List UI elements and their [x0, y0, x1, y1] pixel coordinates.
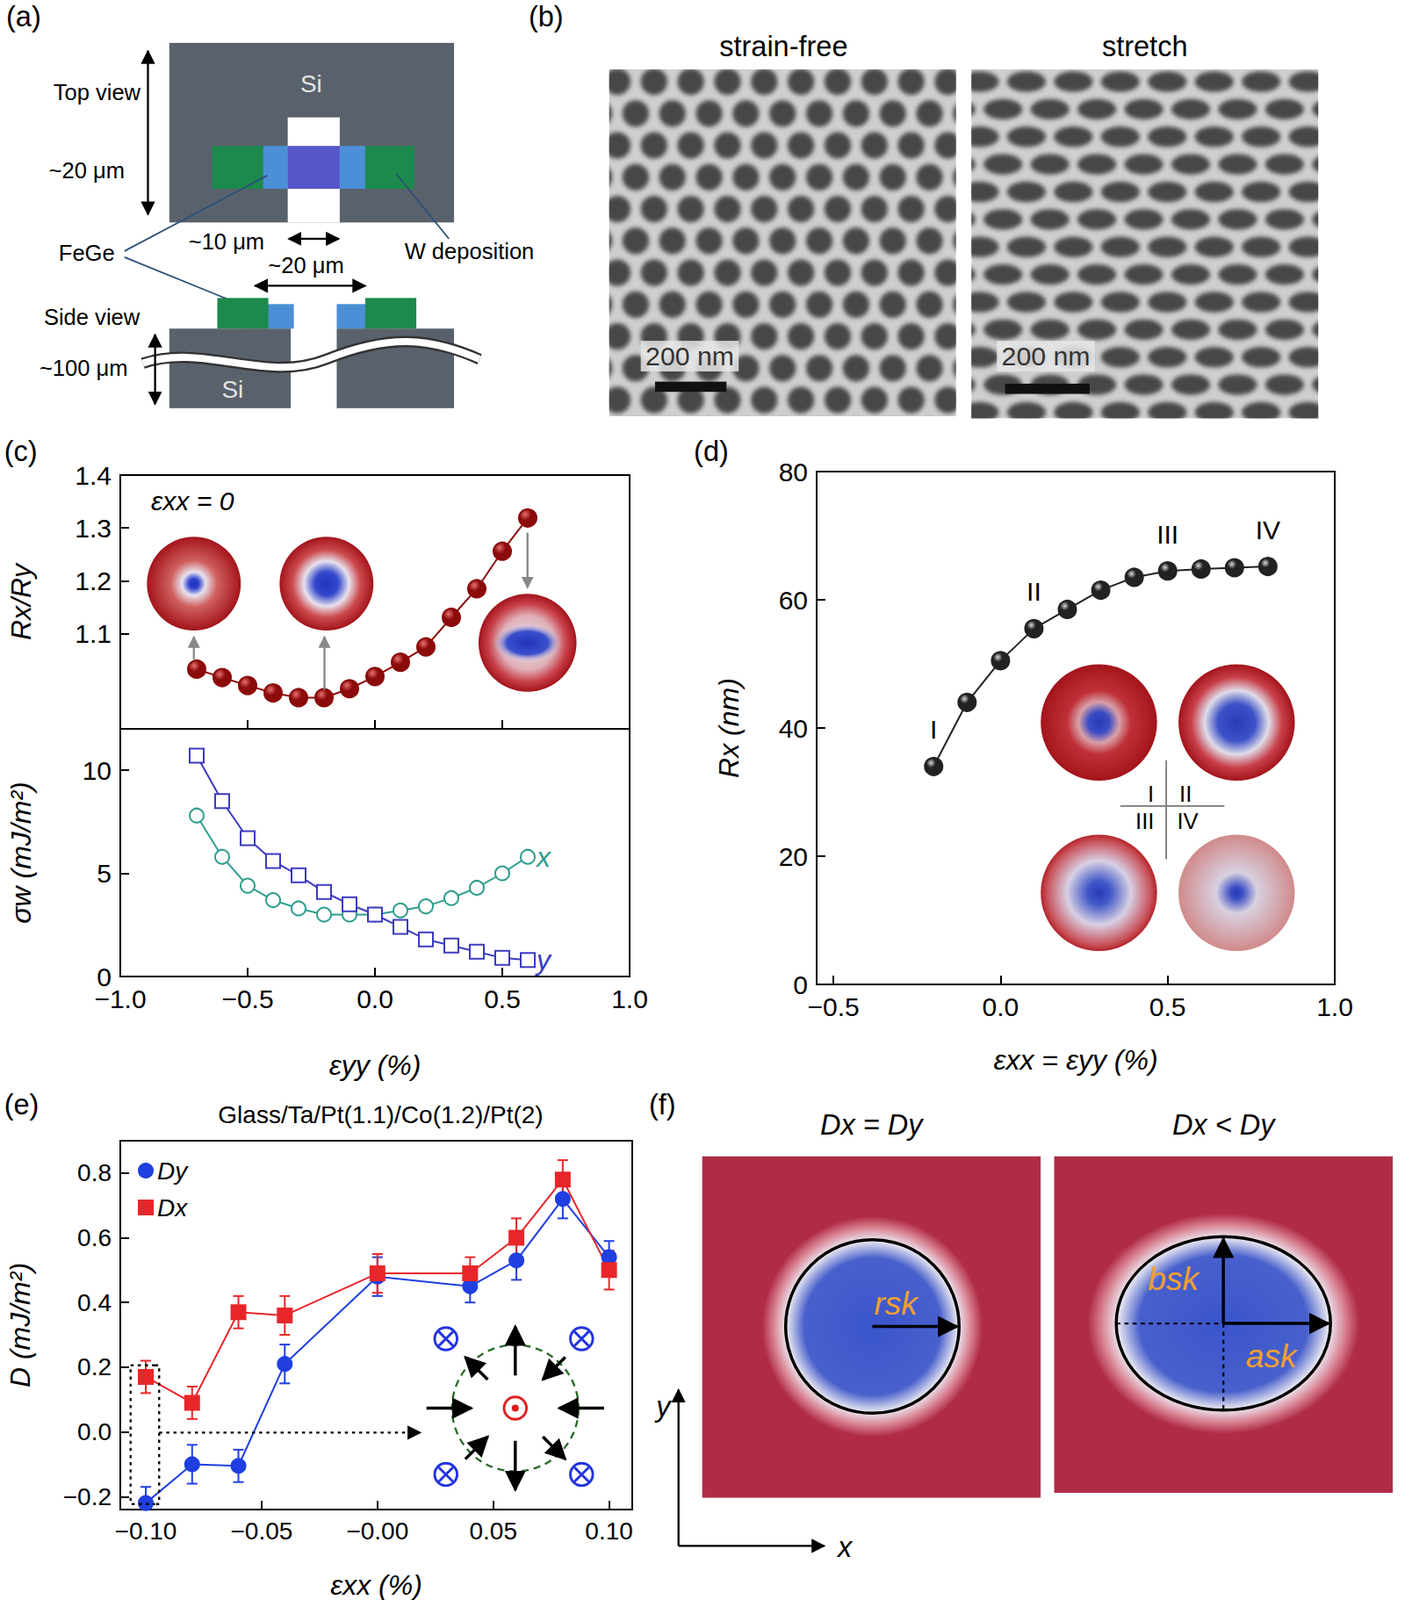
svg-text:40: 40 [778, 713, 808, 743]
svg-text:0.0: 0.0 [77, 1418, 112, 1446]
svg-text:~100 μm: ~100 μm [39, 355, 129, 381]
svg-text:rsk: rsk [873, 1284, 920, 1322]
svg-text:(f): (f) [648, 1088, 677, 1121]
svg-text:0.05: 0.05 [468, 1517, 518, 1545]
svg-text:−1.0: −1.0 [93, 984, 146, 1014]
svg-text:0.10: 0.10 [584, 1517, 634, 1545]
svg-text:stretch: stretch [1102, 30, 1189, 63]
svg-text:Rx (nm): Rx (nm) [713, 677, 745, 779]
svg-text:1.3: 1.3 [74, 513, 112, 543]
svg-text:Si: Si [300, 70, 323, 98]
svg-text:−0.00: −0.00 [345, 1517, 409, 1545]
svg-text:80: 80 [778, 457, 808, 487]
svg-text:I: I [929, 714, 937, 744]
svg-text:−0.2: −0.2 [63, 1483, 112, 1511]
svg-text:200 nm: 200 nm [1001, 341, 1091, 371]
svg-text:Top view: Top view [53, 79, 142, 105]
svg-text:0.5: 0.5 [1149, 992, 1187, 1022]
svg-text:(e): (e) [4, 1088, 40, 1121]
svg-text:0.6: 0.6 [77, 1224, 112, 1252]
svg-text:y: y [534, 943, 553, 976]
svg-text:−0.05: −0.05 [230, 1517, 293, 1545]
svg-text:1.2: 1.2 [74, 566, 112, 596]
svg-text:200 nm: 200 nm [645, 341, 735, 371]
svg-text:0.0: 0.0 [981, 992, 1019, 1022]
svg-text:~10 μm: ~10 μm [188, 229, 265, 254]
svg-text:σw (mJ/m²): σw (mJ/m²) [5, 781, 37, 923]
svg-text:FeGe: FeGe [58, 240, 116, 266]
svg-text:0: 0 [96, 961, 112, 991]
svg-text:0.4: 0.4 [77, 1289, 112, 1317]
svg-text:III: III [1135, 808, 1154, 834]
svg-text:20: 20 [778, 842, 808, 872]
svg-text:ask: ask [1246, 1337, 1299, 1375]
svg-text:Dx = Dy: Dx = Dy [820, 1109, 924, 1141]
svg-text:IV: IV [1255, 515, 1281, 545]
svg-text:Dx < Dy: Dx < Dy [1172, 1109, 1276, 1141]
svg-text:0.8: 0.8 [77, 1159, 112, 1187]
svg-text:I: I [1147, 781, 1154, 807]
svg-text:~20 μm: ~20 μm [267, 252, 344, 278]
svg-text:εyy (%): εyy (%) [329, 1049, 422, 1081]
svg-text:strain-free: strain-free [719, 30, 848, 63]
svg-text:~20 μm: ~20 μm [49, 158, 125, 183]
svg-text:Dx: Dx [157, 1194, 188, 1222]
svg-text:Glass/Ta/Pt(1.1)/Co(1.2)/Pt(2): Glass/Ta/Pt(1.1)/Co(1.2)/Pt(2) [217, 1101, 543, 1129]
svg-text:(a): (a) [6, 0, 42, 33]
svg-text:x: x [835, 1531, 854, 1564]
svg-text:10: 10 [82, 756, 112, 786]
svg-text:0: 0 [792, 970, 808, 1000]
svg-text:1.0: 1.0 [611, 984, 649, 1014]
svg-text:III: III [1156, 519, 1179, 549]
svg-text:−0.5: −0.5 [221, 984, 274, 1014]
svg-text:(c): (c) [4, 435, 38, 468]
svg-text:Side view: Side view [43, 304, 141, 330]
svg-text:II: II [1026, 576, 1042, 606]
svg-text:1.4: 1.4 [74, 461, 112, 490]
svg-text:1.1: 1.1 [74, 619, 112, 649]
svg-text:0.0: 0.0 [356, 984, 394, 1014]
svg-text:Si: Si [222, 375, 245, 404]
svg-text:II: II [1179, 781, 1192, 807]
svg-text:−0.10: −0.10 [115, 1517, 178, 1545]
svg-text:60: 60 [778, 585, 808, 615]
svg-text:x: x [534, 841, 552, 873]
svg-text:D (mJ/m²): D (mJ/m²) [4, 1262, 37, 1388]
svg-text:εxx = εyy (%): εxx = εyy (%) [993, 1044, 1158, 1076]
svg-text:−0.5: −0.5 [806, 992, 859, 1022]
svg-text:Dy: Dy [157, 1157, 189, 1185]
svg-text:y: y [654, 1390, 672, 1423]
svg-text:5: 5 [96, 858, 112, 888]
svg-text:1.0: 1.0 [1316, 992, 1354, 1022]
svg-text:εxx (%): εxx (%) [330, 1569, 423, 1600]
svg-text:εxx = 0: εxx = 0 [151, 486, 235, 516]
svg-text:0.2: 0.2 [77, 1353, 112, 1381]
svg-text:IV: IV [1176, 808, 1198, 834]
svg-text:0.5: 0.5 [483, 984, 521, 1014]
svg-text:(b): (b) [528, 0, 564, 33]
svg-text:(d): (d) [693, 435, 729, 468]
svg-text:Rx/Ry: Rx/Ry [5, 562, 37, 641]
svg-text:W deposition: W deposition [404, 238, 535, 264]
svg-text:bsk: bsk [1147, 1260, 1201, 1297]
